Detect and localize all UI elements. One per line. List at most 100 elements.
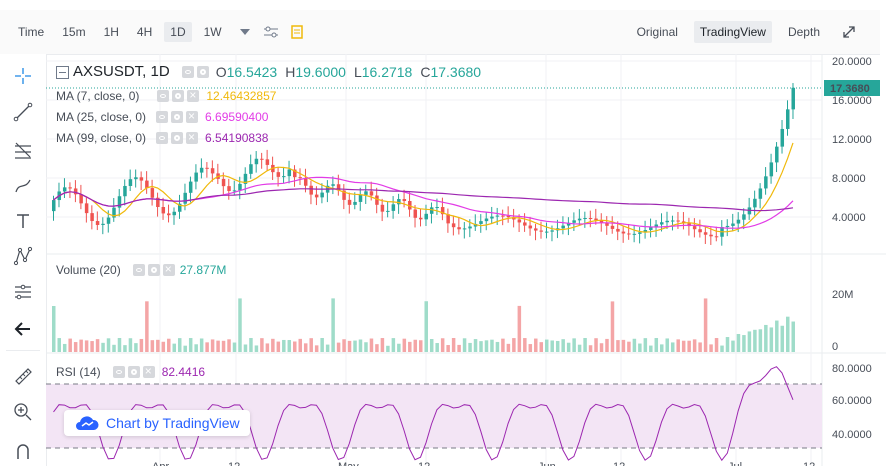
close-icon[interactable] <box>187 88 200 102</box>
volume-bar <box>221 340 226 352</box>
timeframe-1d[interactable]: 1D <box>164 22 192 42</box>
gear-icon[interactable] <box>127 366 140 378</box>
time-tick-label: 12 <box>613 461 625 466</box>
ruler-icon[interactable] <box>11 364 35 388</box>
volume-bar <box>260 338 264 352</box>
candle-body <box>479 221 483 224</box>
candle-body <box>742 214 746 220</box>
crosshair-icon[interactable] <box>11 64 35 88</box>
candle-body <box>145 180 149 189</box>
fullscreen-icon[interactable] <box>840 23 858 41</box>
volume-bar <box>703 298 708 352</box>
gear-icon[interactable] <box>147 264 160 276</box>
candle-body <box>79 194 83 204</box>
view-original[interactable]: Original <box>636 25 678 39</box>
gear-icon[interactable] <box>171 132 184 144</box>
volume-bar <box>134 343 138 352</box>
candle-body <box>150 188 155 198</box>
trend-line-icon[interactable] <box>11 100 35 124</box>
text-tool-icon[interactable] <box>11 209 35 233</box>
eye-icon[interactable] <box>156 111 169 123</box>
candle-body <box>490 216 494 219</box>
eye-icon[interactable] <box>112 366 125 378</box>
ohlc-high-label: H <box>285 63 296 80</box>
eye-icon[interactable] <box>157 90 170 102</box>
volume-bar <box>336 342 341 352</box>
ohlc-low: 16.2718 <box>361 63 413 80</box>
volume-legend: Volume (20) 27.877M <box>56 262 226 277</box>
volume-bar <box>665 338 669 352</box>
price-tick-label: 16.0000 <box>832 95 872 107</box>
time-label[interactable]: Time <box>18 25 45 39</box>
volume-bar <box>216 340 220 352</box>
ma7-legend: MA (7, close, 0) 12.46432857 <box>56 88 276 103</box>
timeframe-15m[interactable]: 15m <box>62 25 86 39</box>
view-depth[interactable]: Depth <box>787 25 820 39</box>
close-icon[interactable] <box>186 109 199 123</box>
ma99-label: MA (99, close, 0) <box>56 131 147 145</box>
zoom-in-icon[interactable] <box>11 400 35 424</box>
gear-icon[interactable] <box>172 90 185 102</box>
notes-icon[interactable] <box>288 23 306 41</box>
candle-body <box>199 167 204 173</box>
volume-bar <box>506 343 511 352</box>
candle-body <box>128 179 133 186</box>
volume-bar <box>534 338 538 352</box>
volume-bar <box>183 345 187 352</box>
candle-body <box>451 223 456 228</box>
candle-body <box>84 203 89 214</box>
candle-body <box>210 168 215 174</box>
pattern-tool-icon[interactable] <box>11 244 35 268</box>
volume-bar <box>419 340 423 352</box>
eye-icon[interactable] <box>132 264 145 276</box>
volume-bar <box>769 327 774 352</box>
last-price-label: 17.3680 <box>830 83 870 95</box>
measure-tool-icon[interactable] <box>11 280 35 304</box>
candle-body <box>260 158 264 160</box>
indicator-settings-icon[interactable] <box>262 23 280 41</box>
magnet-icon[interactable] <box>11 439 35 463</box>
volume-bar <box>402 338 407 352</box>
volume-bar <box>720 345 724 352</box>
candle-body <box>561 225 565 229</box>
ma7-label: MA (7, close, 0) <box>56 89 140 103</box>
close-icon[interactable] <box>162 262 175 276</box>
ma25-label: MA (25, close, 0) <box>56 110 147 124</box>
view-tradingview[interactable]: TradingView <box>693 21 772 43</box>
eye-icon[interactable] <box>181 65 194 78</box>
time-tick-label: 12 <box>418 461 430 466</box>
close-icon[interactable] <box>186 130 199 144</box>
brush-icon[interactable] <box>11 174 35 198</box>
volume-bar <box>167 338 171 352</box>
timeframe-4h[interactable]: 4H <box>136 25 153 39</box>
close-icon[interactable] <box>142 364 155 378</box>
symbol-legend: AXSUSDT, 1D O 16.5423 H 19.6000 L 16.2718 C… <box>56 63 481 80</box>
collapse-icon[interactable] <box>56 66 69 79</box>
chevron-down-icon[interactable] <box>236 23 254 41</box>
back-arrow-icon[interactable] <box>11 317 35 341</box>
candle-body <box>709 234 713 237</box>
timeframe-1h[interactable]: 1H <box>103 25 119 39</box>
candle-body <box>391 204 396 211</box>
volume-bar <box>101 342 105 352</box>
fib-tool-icon[interactable] <box>11 138 35 162</box>
volume-bar <box>775 320 779 352</box>
tradingview-watermark[interactable]: Chart by TradingView <box>64 410 250 436</box>
gear-icon[interactable] <box>196 65 209 78</box>
volume-bar <box>287 340 292 352</box>
candle-body <box>358 194 363 202</box>
volume-bar <box>276 341 281 352</box>
candle-body <box>342 190 346 200</box>
candle-body <box>380 204 385 212</box>
timeframe-1w[interactable]: 1W <box>203 25 222 39</box>
eye-icon[interactable] <box>156 132 169 144</box>
volume-bar <box>632 338 637 352</box>
candle-body <box>177 203 182 212</box>
volume-bar <box>353 340 357 352</box>
volume-bar <box>68 338 72 352</box>
candle-body <box>440 207 445 215</box>
gear-icon[interactable] <box>171 111 184 123</box>
chart-area[interactable]: 20.0000 16.0000 12.0000 8.0000 4.0000 17.3680… <box>46 54 886 471</box>
candle-body <box>786 109 790 129</box>
candle-body <box>117 196 122 208</box>
